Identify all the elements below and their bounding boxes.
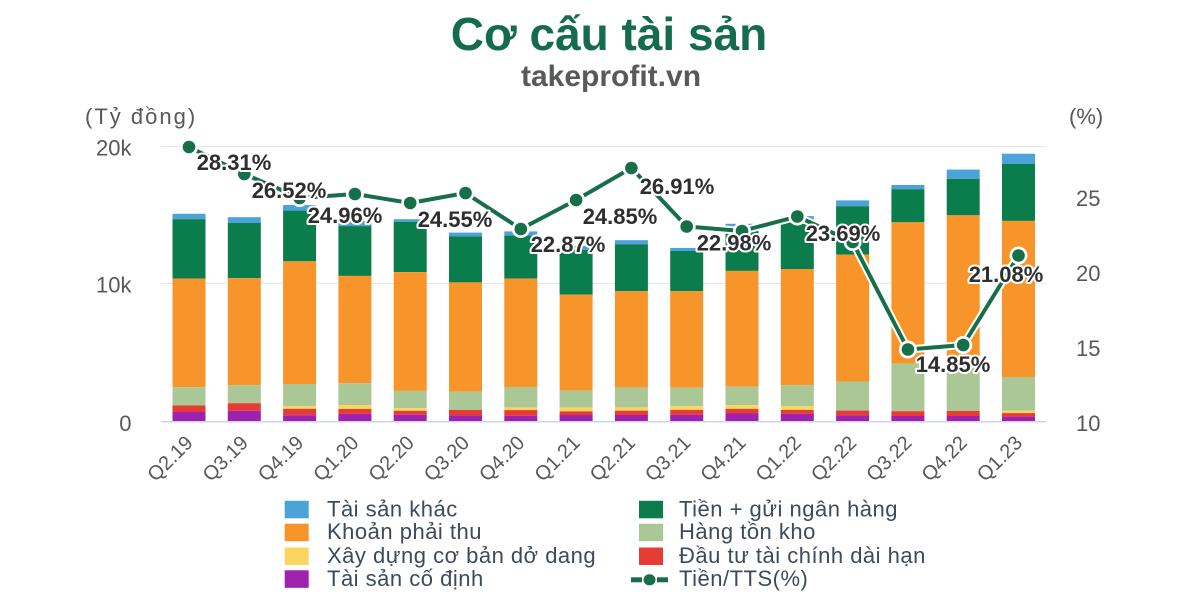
- svg-text:(%): (%): [1069, 104, 1103, 129]
- svg-text:20: 20: [1076, 261, 1100, 286]
- svg-text:10: 10: [1076, 411, 1100, 436]
- svg-text:10k: 10k: [96, 273, 132, 298]
- svg-text:24.96%: 24.96%: [308, 203, 383, 228]
- svg-text:takeprofit.vn: takeprofit.vn: [521, 60, 701, 93]
- svg-text:15: 15: [1076, 336, 1100, 361]
- svg-text:21.08%: 21.08%: [969, 262, 1044, 287]
- svg-text:(Tỷ đồng): (Tỷ đồng): [85, 104, 197, 129]
- svg-text:Xây dựng cơ bản dở dang: Xây dựng cơ bản dở dang: [327, 543, 596, 568]
- svg-text:26.52%: 26.52%: [252, 178, 327, 203]
- svg-text:24.85%: 24.85%: [583, 204, 658, 229]
- svg-text:Tiền + gửi ngân hàng: Tiền + gửi ngân hàng: [679, 496, 898, 521]
- svg-text:22.98%: 22.98%: [697, 231, 772, 256]
- svg-text:24.55%: 24.55%: [418, 207, 493, 232]
- svg-text:23.69%: 23.69%: [806, 221, 881, 246]
- svg-text:Tài sản khác: Tài sản khác: [327, 496, 458, 521]
- svg-text:Tài sản cố định: Tài sản cố định: [327, 566, 484, 591]
- svg-text:Đầu tư tài chính dài hạn: Đầu tư tài chính dài hạn: [679, 543, 926, 568]
- svg-text:25: 25: [1076, 186, 1100, 211]
- svg-text:20k: 20k: [96, 136, 132, 161]
- svg-text:0: 0: [119, 411, 131, 436]
- svg-text:28.31%: 28.31%: [197, 150, 272, 175]
- svg-text:Cơ cấu tài sản: Cơ cấu tài sản: [451, 8, 767, 60]
- svg-text:Tiền/TTS(%): Tiền/TTS(%): [679, 566, 808, 591]
- svg-text:22.87%: 22.87%: [531, 232, 606, 257]
- svg-text:26.91%: 26.91%: [640, 174, 715, 199]
- svg-text:Hàng tồn kho: Hàng tồn kho: [679, 519, 816, 544]
- svg-text:14.85%: 14.85%: [916, 352, 991, 377]
- svg-text:Khoản phải thu: Khoản phải thu: [327, 519, 482, 544]
